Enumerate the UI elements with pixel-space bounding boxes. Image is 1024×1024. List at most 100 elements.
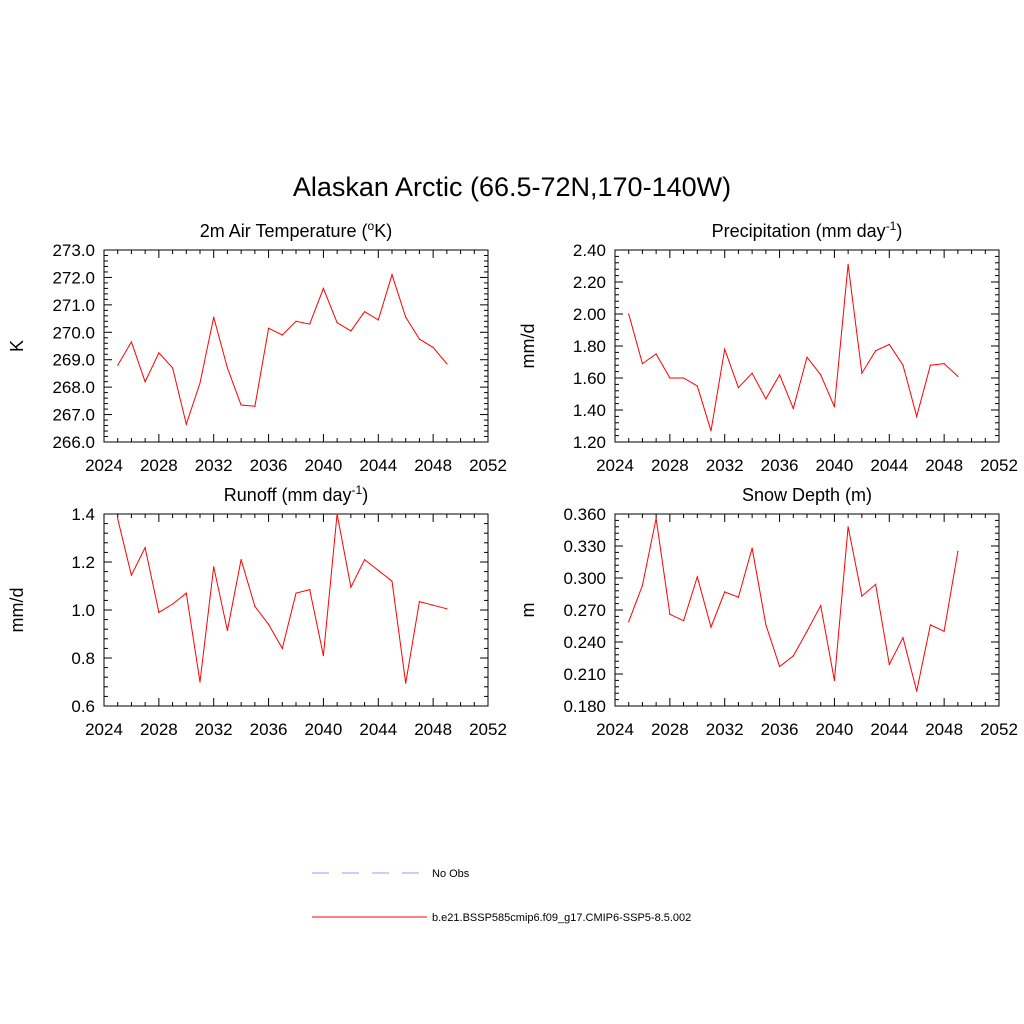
x-tick-label: 2032 xyxy=(706,456,744,475)
data-point xyxy=(240,404,242,406)
y-tick-label: 267.0 xyxy=(52,406,95,425)
y-tick-label: 0.240 xyxy=(563,633,606,652)
data-point xyxy=(418,601,421,603)
data-point xyxy=(916,690,918,692)
data-point xyxy=(418,338,421,340)
data-point xyxy=(267,623,270,626)
data-point xyxy=(336,322,338,324)
y-tick-label: 2.00 xyxy=(573,305,606,324)
data-point xyxy=(322,655,325,657)
x-tick-label: 2044 xyxy=(359,456,397,475)
data-point xyxy=(405,316,407,318)
plot-frame xyxy=(614,513,1000,707)
series-line xyxy=(628,264,959,431)
data-point xyxy=(778,374,781,376)
x-tick-label: 2036 xyxy=(250,720,288,739)
x-tick-label: 2032 xyxy=(195,456,233,475)
data-point xyxy=(199,382,201,384)
panels: 2m Air Temperature (oK) 2024 2028 2032 2036 2… xyxy=(7,219,1018,739)
panel-3: Runoff (mm day-1) 2024 2028 2032 2036 2040 204… xyxy=(7,483,507,739)
data-point xyxy=(902,364,904,366)
x-tick-label: 2036 xyxy=(250,456,288,475)
data-point xyxy=(254,405,256,407)
data-point xyxy=(847,526,849,528)
data-point xyxy=(874,583,877,586)
data-point xyxy=(144,381,146,383)
y-axis-label: m xyxy=(518,603,538,618)
data-point xyxy=(669,377,671,379)
y-tick-label: 271.0 xyxy=(52,296,95,315)
data-point xyxy=(281,647,283,650)
data-point xyxy=(820,605,822,607)
data-point xyxy=(322,287,325,289)
plot-frame xyxy=(614,249,1000,443)
data-point xyxy=(696,385,698,387)
data-point xyxy=(874,350,877,352)
y-tick-label: 0.360 xyxy=(563,505,606,524)
data-point xyxy=(724,348,726,350)
data-point xyxy=(628,313,630,315)
x-tick-label: 2040 xyxy=(305,720,343,739)
y-axis-label: mm/d xyxy=(7,588,27,633)
data-point xyxy=(117,518,119,520)
x-tick-label: 2036 xyxy=(761,456,799,475)
y-tick-label: 0.270 xyxy=(563,601,606,620)
data-point xyxy=(199,681,201,683)
y-tick-label: 1.80 xyxy=(573,337,606,356)
data-point xyxy=(751,547,753,549)
x-tick-label: 2028 xyxy=(140,720,178,739)
data-point xyxy=(213,566,215,568)
data-point xyxy=(350,330,352,332)
x-tick-label: 2044 xyxy=(870,456,908,475)
data-point xyxy=(432,604,434,606)
panel-title-superscript: -1 xyxy=(886,219,897,233)
panel-title-superscript: o xyxy=(368,219,375,233)
x-tick-label: 2032 xyxy=(706,720,744,739)
panel-4: Snow Depth (m) 2024 2028 2032 2036 2040 2044 20… xyxy=(518,485,1018,739)
data-point xyxy=(682,377,685,379)
data-point xyxy=(309,323,311,325)
x-tick-label: 2048 xyxy=(925,720,963,739)
data-point xyxy=(446,363,448,365)
data-point xyxy=(861,372,863,374)
data-point xyxy=(171,367,174,369)
data-point xyxy=(628,621,630,623)
x-tick-label: 2048 xyxy=(414,720,452,739)
y-tick-label: 1.4 xyxy=(71,505,95,524)
panel-title-text: 2m Air Temperature ( xyxy=(200,221,368,241)
panel-title: Runoff (mm day-1) xyxy=(224,483,368,505)
data-point xyxy=(820,374,822,376)
data-point xyxy=(710,430,712,432)
y-tick-label: 0.180 xyxy=(563,697,606,716)
panel-title-text: Precipitation (mm day xyxy=(712,221,886,241)
x-tick-label: 2052 xyxy=(980,456,1018,475)
data-point xyxy=(669,613,671,615)
data-point xyxy=(446,608,448,610)
data-point xyxy=(226,629,229,632)
x-tick-label: 2028 xyxy=(651,720,689,739)
legend-label-1: No Obs xyxy=(432,868,470,880)
data-point xyxy=(778,665,781,668)
y-axis-label: mm/d xyxy=(518,324,538,369)
data-point xyxy=(765,624,767,626)
y-tick-label: 1.40 xyxy=(573,401,606,420)
panel-title-text: Runoff (mm day xyxy=(224,485,352,505)
data-point xyxy=(295,320,297,322)
panel-title: 2m Air Temperature (oK) xyxy=(200,219,392,241)
data-point xyxy=(377,569,379,572)
data-point xyxy=(171,603,174,605)
x-tick-label: 2028 xyxy=(140,456,178,475)
y-tick-label: 2.20 xyxy=(573,273,606,292)
series-line xyxy=(117,513,448,684)
x-tick-label: 2024 xyxy=(85,456,123,475)
x-tick-label: 2024 xyxy=(85,720,123,739)
data-point xyxy=(655,517,657,519)
y-tick-label: 0.330 xyxy=(563,537,606,556)
data-point xyxy=(185,423,187,425)
data-point xyxy=(641,363,644,365)
data-point xyxy=(792,407,794,409)
data-point xyxy=(737,387,740,389)
data-point xyxy=(226,367,229,369)
data-point xyxy=(916,415,918,417)
